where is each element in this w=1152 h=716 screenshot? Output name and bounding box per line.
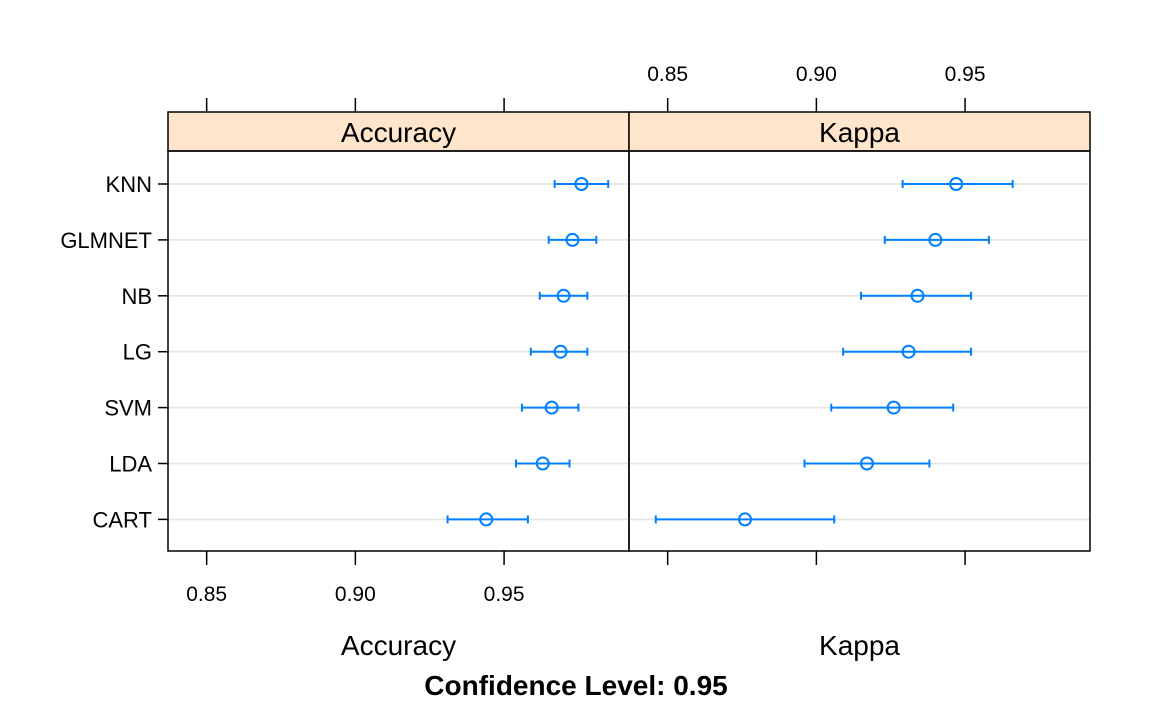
point-estimate-nb	[556, 288, 571, 303]
category-label-lg: LG	[123, 340, 152, 365]
strip-kappa	[628, 111, 1091, 152]
strip-accuracy	[167, 111, 630, 152]
x-tick-label: 0.95	[484, 583, 525, 606]
point-estimate-svm	[886, 400, 901, 415]
category-label-knn: KNN	[106, 172, 152, 197]
category-label-nb: NB	[121, 284, 152, 309]
point-estimate-svm	[544, 400, 559, 415]
category-label-svm: SVM	[104, 396, 152, 421]
x-axis-label-accuracy: Accuracy	[341, 630, 456, 661]
x-tick-label: 0.85	[186, 583, 227, 606]
x-tick-label: 0.90	[796, 63, 837, 86]
x-tick-label: 0.95	[945, 63, 986, 86]
category-label-cart: CART	[93, 507, 153, 532]
point-estimate-lg	[553, 344, 568, 359]
chart-caption: Confidence Level: 0.95	[424, 670, 727, 701]
point-estimate-nb	[910, 288, 925, 303]
point-estimate-lg	[901, 344, 916, 359]
panel-frame-kappa	[628, 150, 1091, 552]
strip-label-accuracy: Accuracy	[341, 117, 456, 148]
strip-label-kappa: Kappa	[819, 117, 900, 148]
x-axis-label-kappa: Kappa	[819, 630, 900, 661]
point-estimate-lda	[535, 456, 550, 471]
x-tick-label: 0.85	[647, 63, 688, 86]
point-estimate-knn	[949, 177, 964, 191]
point-estimate-lda	[859, 456, 874, 471]
point-estimate-glmnet	[928, 232, 943, 247]
category-label-lda: LDA	[109, 452, 152, 477]
point-estimate-cart	[479, 512, 494, 527]
category-label-glmnet: GLMNET	[60, 228, 152, 253]
point-estimate-glmnet	[565, 232, 580, 247]
x-tick-label: 0.90	[335, 583, 376, 606]
point-estimate-cart	[737, 512, 752, 527]
point-estimate-knn	[574, 177, 589, 191]
